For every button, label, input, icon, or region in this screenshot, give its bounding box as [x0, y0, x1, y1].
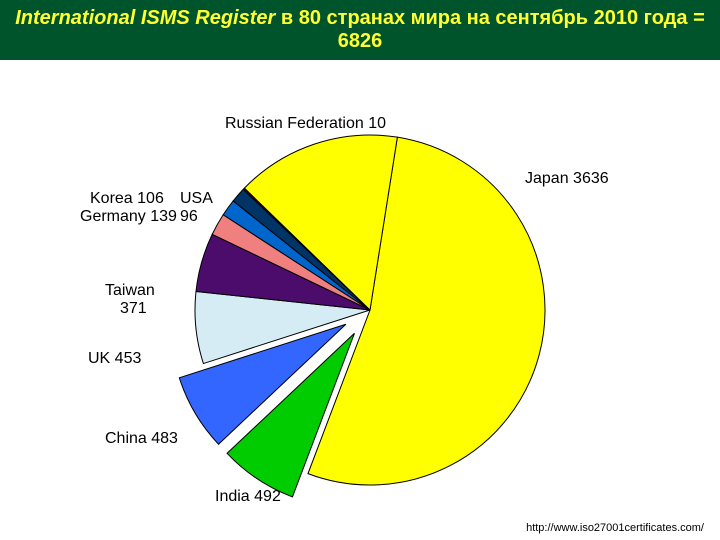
title-italic: International ISMS Register — [15, 7, 275, 29]
pie-label: Japan 3636 — [525, 170, 609, 188]
pie-label: 371 — [120, 300, 147, 318]
pie-label: India 492 — [215, 488, 281, 506]
title-bar: International ISMS Register в 80 странах… — [0, 0, 720, 60]
title-text: International ISMS Register в 80 странах… — [0, 7, 720, 53]
pie-label: Korea 106 — [90, 190, 164, 208]
pie-label: China 483 — [105, 430, 178, 448]
footer-url: http://www.iso27001certificates.com/ — [526, 522, 704, 534]
pie-label: USA — [180, 190, 213, 208]
pie-label: Russian Federation 10 — [225, 115, 386, 133]
title-rest: в 80 странах мира на сентябрь 2010 года … — [275, 7, 704, 52]
pie-chart: Japan 3636 India 492 China 483 UK 453 Taiwan… — [0, 60, 720, 540]
pie-label: 96 — [180, 208, 198, 226]
pie-label: UK 453 — [88, 350, 141, 368]
pie-label: Germany 139 — [80, 208, 177, 226]
pie-label: Taiwan — [105, 282, 155, 300]
